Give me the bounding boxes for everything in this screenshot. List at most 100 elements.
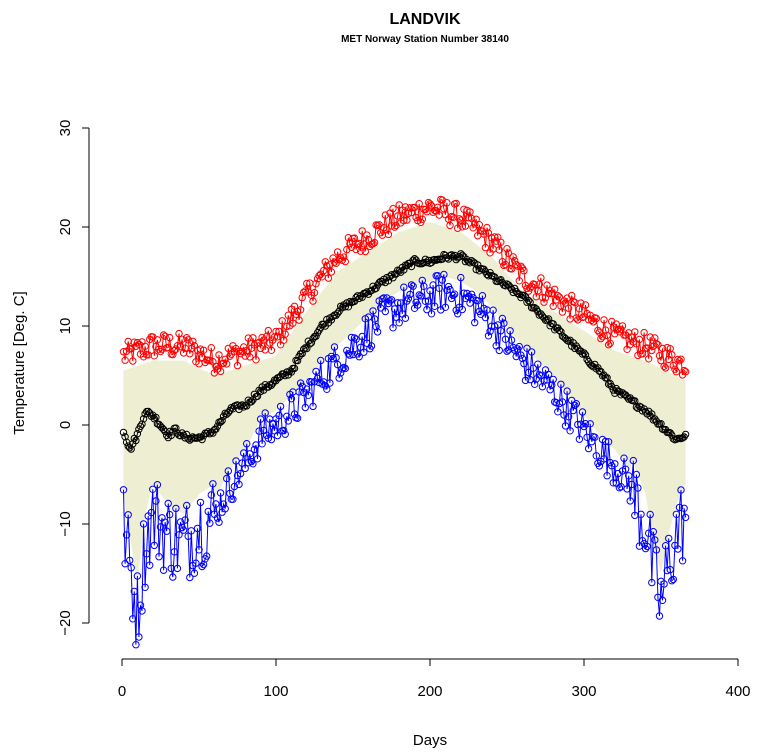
data-point-max bbox=[270, 333, 279, 341]
data-point-min bbox=[554, 408, 562, 416]
data-point-min bbox=[641, 544, 650, 553]
data-point-max bbox=[272, 327, 280, 336]
data-point-max bbox=[303, 279, 311, 288]
data-point-min bbox=[534, 360, 542, 368]
data-point-min bbox=[327, 352, 336, 361]
data-point-max bbox=[172, 345, 180, 353]
data-point-min bbox=[207, 491, 216, 499]
data-point-min bbox=[213, 514, 222, 522]
data-point-min bbox=[241, 464, 249, 473]
climatology-band bbox=[123, 222, 686, 584]
data-point-min bbox=[531, 380, 539, 388]
data-point-min bbox=[249, 460, 257, 468]
data-point-max bbox=[357, 247, 365, 255]
data-point-max bbox=[312, 280, 320, 288]
data-point-max bbox=[640, 328, 648, 337]
data-point-max bbox=[500, 261, 508, 270]
data-point-min bbox=[276, 402, 285, 411]
data-point-min bbox=[404, 294, 413, 303]
data-point-min bbox=[517, 351, 525, 359]
data-point-max bbox=[604, 341, 613, 349]
data-point-min bbox=[284, 417, 292, 425]
data-point-max bbox=[350, 234, 359, 242]
data-point-min bbox=[150, 541, 159, 550]
data-point-min bbox=[626, 497, 634, 505]
data-point-max bbox=[400, 216, 408, 225]
data-point-min bbox=[283, 412, 291, 420]
data-point-max bbox=[606, 339, 614, 347]
data-point-min bbox=[435, 284, 443, 292]
data-point-mean bbox=[363, 288, 371, 296]
data-point-max bbox=[454, 224, 462, 232]
data-point-min bbox=[183, 501, 191, 510]
data-point-max bbox=[471, 220, 479, 228]
data-point-mean bbox=[666, 429, 674, 437]
data-point-min bbox=[372, 323, 380, 331]
data-point-min bbox=[132, 641, 140, 649]
data-point-min bbox=[344, 350, 353, 358]
data-point-max bbox=[648, 346, 656, 355]
data-point-max bbox=[381, 211, 389, 219]
data-point-max bbox=[252, 356, 260, 364]
data-point-max bbox=[491, 233, 499, 241]
data-point-min bbox=[414, 301, 422, 309]
data-point-mean bbox=[466, 259, 474, 267]
data-point-max bbox=[301, 287, 309, 295]
data-point-min bbox=[569, 406, 577, 415]
data-point-max bbox=[426, 200, 434, 208]
data-point-max bbox=[618, 322, 627, 330]
data-point-max bbox=[401, 203, 410, 211]
data-point-min bbox=[215, 518, 223, 526]
data-point-min bbox=[149, 485, 157, 493]
data-point-max bbox=[207, 344, 216, 352]
data-point-min bbox=[672, 510, 681, 518]
data-point-min bbox=[206, 519, 214, 527]
data-point-min bbox=[544, 370, 553, 379]
data-point-max bbox=[289, 319, 297, 327]
data-point-min bbox=[669, 575, 677, 584]
data-point-max bbox=[549, 302, 557, 310]
x-tick-label: 400 bbox=[725, 683, 750, 700]
data-point-min bbox=[575, 435, 584, 443]
data-point-mean bbox=[447, 251, 456, 259]
data-point-min bbox=[495, 346, 503, 355]
data-point-min bbox=[229, 495, 237, 503]
data-point-min bbox=[124, 511, 132, 519]
data-point-min bbox=[337, 369, 345, 377]
data-point-min bbox=[540, 377, 548, 385]
data-point-min bbox=[478, 292, 487, 300]
data-point-max bbox=[310, 289, 319, 297]
data-point-min bbox=[611, 460, 619, 468]
data-point-mean bbox=[290, 364, 299, 373]
data-point-min bbox=[628, 480, 636, 489]
data-point-min bbox=[648, 578, 656, 587]
data-point-min bbox=[592, 452, 600, 460]
data-point-max bbox=[597, 334, 605, 343]
data-point-max bbox=[635, 335, 644, 344]
data-point-min bbox=[427, 310, 436, 318]
data-point-min bbox=[246, 450, 254, 458]
data-point-min bbox=[535, 371, 543, 379]
data-point-mean bbox=[557, 328, 565, 336]
data-point-mean bbox=[555, 326, 564, 335]
data-point-mean bbox=[298, 349, 306, 358]
data-point-max bbox=[680, 366, 688, 375]
data-point-mean bbox=[240, 403, 248, 411]
data-point-min bbox=[484, 332, 493, 340]
data-point-min bbox=[153, 481, 162, 489]
data-point-min bbox=[258, 440, 266, 448]
data-point-mean bbox=[306, 340, 314, 348]
data-point-mean bbox=[247, 398, 256, 406]
data-point-max bbox=[283, 322, 291, 331]
data-point-min bbox=[584, 444, 593, 453]
data-point-min bbox=[678, 557, 687, 565]
data-point-max bbox=[594, 326, 602, 335]
data-point-min bbox=[358, 332, 366, 341]
data-point-max bbox=[216, 367, 225, 376]
data-point-min bbox=[661, 542, 670, 550]
data-point-mean bbox=[543, 316, 551, 324]
data-point-mean bbox=[520, 291, 528, 299]
data-point-max bbox=[461, 222, 470, 230]
data-point-min bbox=[498, 314, 507, 323]
data-point-max bbox=[655, 352, 664, 360]
